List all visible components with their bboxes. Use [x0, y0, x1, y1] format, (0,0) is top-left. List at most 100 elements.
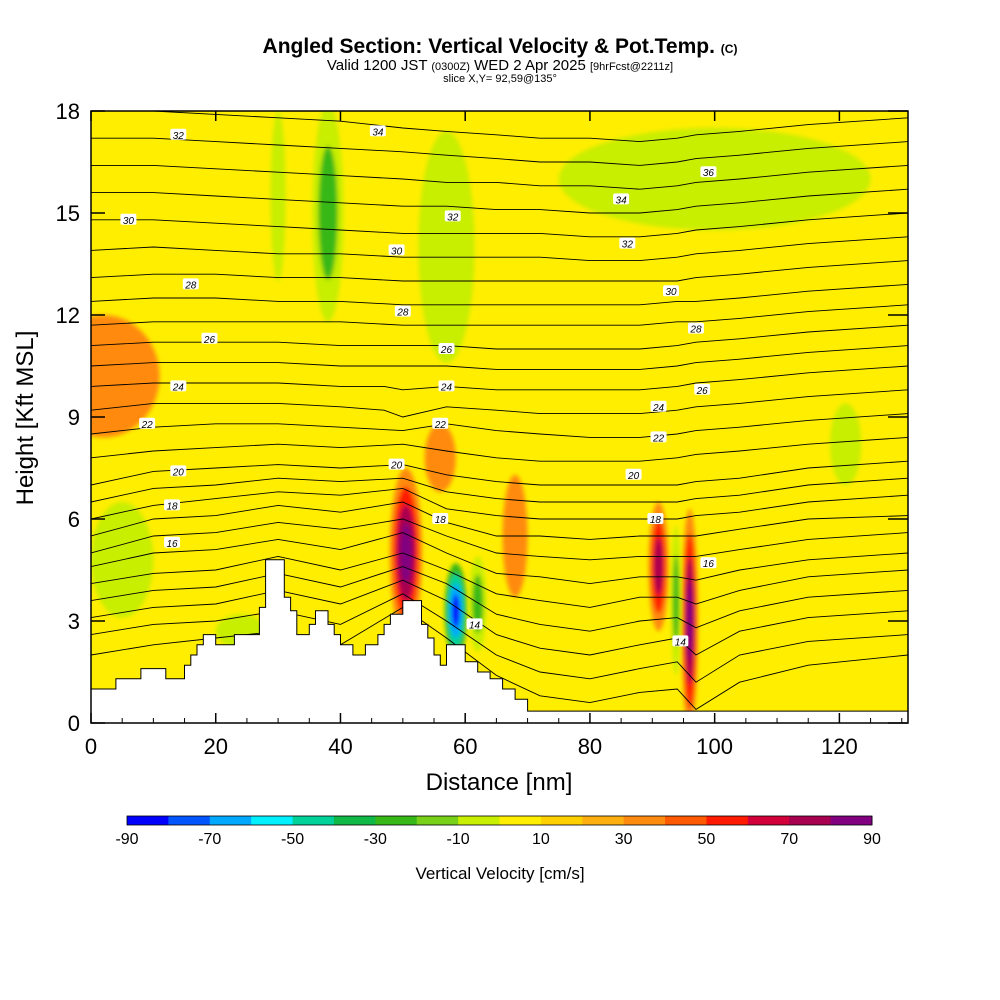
theta-contour-line — [91, 501, 908, 540]
contour-label: 32 — [619, 237, 636, 251]
contour-label: 26 — [438, 343, 455, 356]
theta-contour-line — [91, 283, 908, 306]
valid-date: WED 2 Apr 2025 — [474, 57, 586, 74]
contour-label: 26 — [694, 383, 711, 397]
colorbar-swatch — [168, 816, 211, 825]
theta-contour-line — [91, 365, 908, 391]
contour-label-text: 30 — [665, 287, 677, 298]
contour-label-text: 32 — [447, 212, 459, 223]
colorbar-swatch — [209, 816, 252, 825]
y-tick-label: 6 — [68, 507, 80, 532]
contour-label: 30 — [120, 213, 137, 227]
colorbar-tick-label: -70 — [198, 831, 221, 848]
theta-contour-line — [91, 212, 908, 238]
velocity-contour — [424, 423, 456, 492]
colorbar: -90 -70 -50 -30 -10 10 30 50 70 90 — [115, 815, 881, 848]
contour-label-text: 28 — [396, 308, 409, 319]
colorbar-swatch — [333, 816, 376, 825]
colorbar-tick-label: -90 — [115, 831, 138, 848]
velocity-cell — [270, 111, 286, 281]
contour-label-text: 30 — [391, 246, 403, 257]
contour-label: 32 — [170, 128, 187, 142]
velocity-cell — [444, 563, 468, 659]
theta-contour-line — [91, 345, 908, 370]
colorbar-swatch — [292, 816, 335, 825]
theta-contour-line — [91, 324, 908, 350]
velocity-contour — [451, 594, 460, 628]
theta-contour-line — [91, 579, 908, 656]
contour-label: 36 — [700, 166, 717, 179]
contour-label-text: 22 — [141, 420, 154, 431]
theta-contour-line — [91, 532, 908, 585]
y-axis-label: Height [Kft MSL] — [12, 331, 39, 506]
contour-label-text: 18 — [167, 501, 179, 512]
valid-prefix: Valid 1200 JST — [326, 57, 428, 74]
velocity-contour — [400, 523, 412, 583]
colorbar-swatch — [127, 816, 169, 825]
x-tick-label: 60 — [453, 734, 477, 759]
contour-label-text: 28 — [689, 325, 702, 336]
contour-label: 14 — [672, 635, 689, 648]
colorbar-tick-label: 50 — [698, 831, 716, 848]
contour-label-text: 20 — [172, 467, 185, 478]
velocity-contour — [318, 146, 338, 280]
y-tick-label: 18 — [56, 99, 80, 124]
contour-label: 24 — [650, 400, 667, 414]
theta-contour-line — [91, 137, 908, 166]
colorbar-swatch — [789, 816, 832, 825]
theta-contour-line — [91, 436, 908, 462]
contour-label-text: 20 — [390, 461, 403, 472]
theta-contour-line — [91, 566, 908, 632]
colorbar-tick-label: 10 — [532, 831, 550, 848]
y-tick-label: 9 — [68, 405, 80, 430]
x-tick-label: 40 — [328, 734, 352, 759]
colorbar-swatch — [251, 816, 294, 825]
valid-utc: (0300Z) — [431, 61, 470, 73]
contour-label-text: 18 — [650, 515, 662, 526]
theta-contour-line — [91, 260, 908, 282]
velocity-cell — [91, 315, 160, 438]
x-tick-label: 80 — [578, 734, 602, 759]
contour-label: 32 — [444, 210, 461, 223]
contour-label: 20 — [388, 458, 405, 472]
colorbar-swatch — [499, 816, 542, 825]
terrain — [90, 559, 909, 724]
contour-label-text: 34 — [372, 127, 384, 138]
velocity-contour — [672, 554, 680, 647]
velocity-contour — [830, 403, 862, 486]
y-tick-label: 0 — [68, 711, 80, 736]
contour-label: 26 — [201, 332, 218, 346]
contour-label-text: 20 — [627, 471, 640, 482]
velocity-cell — [424, 423, 456, 492]
contour-label: 18 — [647, 513, 664, 526]
theta-contour-line — [91, 304, 908, 326]
colorbar-swatch — [416, 816, 459, 825]
valid-line: Valid 1200 JST (0300Z) WED 2 Apr 2025 [9… — [0, 58, 1000, 73]
contour-label: 18 — [164, 499, 181, 512]
velocity-cell — [830, 403, 862, 486]
contour-label-text: 30 — [123, 216, 135, 227]
velocity-contour — [270, 111, 286, 281]
contour-label-text: 32 — [622, 240, 634, 251]
colorbar-swatch — [830, 816, 873, 825]
contour-label-text: 28 — [184, 280, 197, 291]
theta-contour-line — [91, 518, 908, 561]
colorbar-tick-label: -50 — [281, 831, 304, 848]
contour-label: 34 — [613, 193, 630, 206]
contour-label: 18 — [432, 513, 449, 526]
contour-label-text: 24 — [172, 382, 185, 393]
contour-label: 30 — [388, 244, 405, 257]
velocity-cell — [418, 131, 475, 363]
contour-label: 28 — [687, 322, 704, 336]
x-tick-label: 20 — [203, 734, 227, 759]
velocity-cell — [671, 525, 681, 676]
contour-label-text: 24 — [440, 382, 453, 393]
contour-label: 30 — [663, 285, 680, 298]
contour-label: 14 — [466, 618, 483, 631]
contour-label: 28 — [182, 278, 199, 291]
velocity-contour — [558, 128, 871, 230]
contour-label-text: 18 — [435, 515, 447, 526]
velocity-contour — [686, 581, 693, 661]
contour-label: 28 — [394, 305, 411, 319]
